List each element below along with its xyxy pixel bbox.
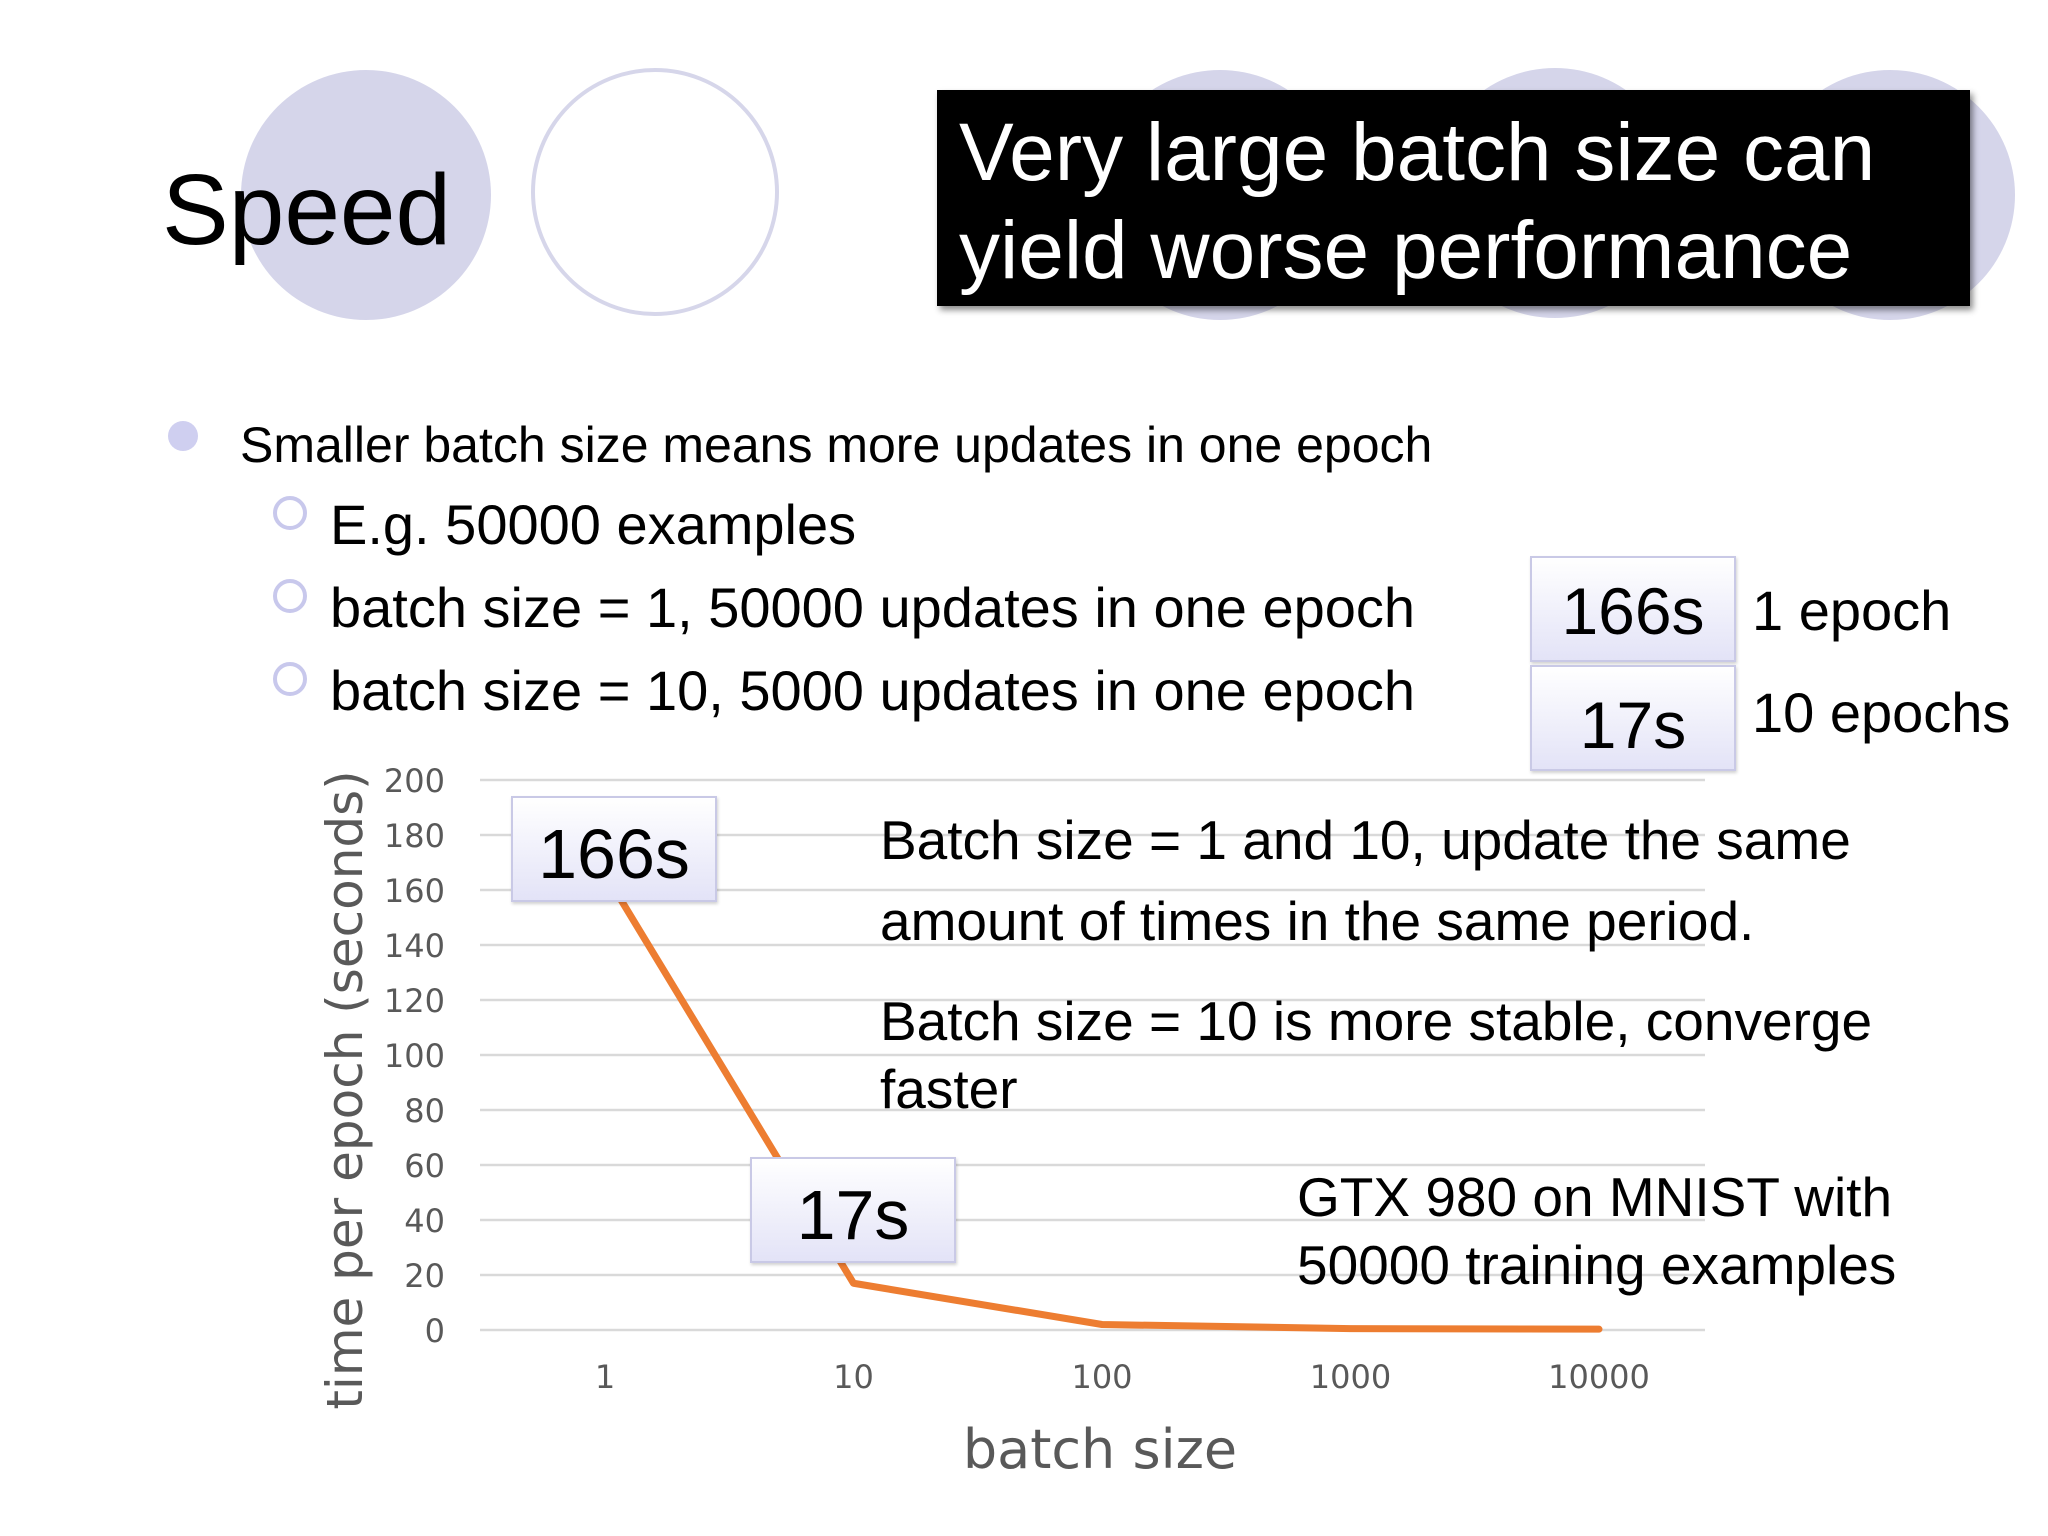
callout-line: Very large batch size can [959,107,1876,198]
y-axis-label: time per epoch (seconds) [316,770,374,1409]
x-tick-label: 1 [595,1358,615,1396]
sub-bullet-circle-icon [273,662,307,696]
annotation-setup: 50000 training examples [1297,1234,1897,1296]
annotation-same-updates: amount of times in the same period. [880,890,1755,952]
annotation-stable: faster [880,1058,1018,1120]
sub-bullet-text: E.g. 50000 examples [330,493,857,556]
decor-circle-outline [531,68,779,316]
y-tick-label: 180 [384,817,445,855]
y-tick-label: 40 [404,1202,445,1240]
decor-circle-filled [241,70,491,320]
annotation-same-updates: Batch size = 1 and 10, update the same [880,809,1851,871]
x-tick-label: 10 [833,1358,874,1396]
time-box-10-epochs: 17s [1530,665,1736,771]
callout-box: Very large batch size can yield worse pe… [937,90,1970,306]
callout-line: yield worse performance [959,205,1853,296]
slide-title: Speed [162,154,452,266]
y-tick-label: 60 [404,1147,445,1185]
sub-bullet-text: batch size = 1, 50000 updates in one epo… [330,576,1416,639]
epoch-label: 1 epoch [1752,579,1952,642]
y-tick-label: 100 [384,1037,445,1075]
x-tick-label: 1000 [1310,1358,1391,1396]
x-tick-label: 100 [1071,1358,1132,1396]
x-axis-label: batch size [963,1418,1237,1481]
point-label-17s: 17s [750,1157,956,1263]
annotation-stable: Batch size = 10 is more stable, converge [880,990,1873,1052]
bullet-dot-icon [168,421,198,451]
epoch-label: 10 epochs [1752,681,2011,744]
sub-bullet-circle-icon [273,496,307,530]
point-label-166s: 166s [511,796,717,902]
time-box-1-epoch: 166s [1530,556,1736,662]
y-tick-label: 20 [404,1257,445,1295]
annotation-setup: GTX 980 on MNIST with [1297,1166,1893,1228]
y-tick-label: 80 [404,1092,445,1130]
y-tick-label: 120 [384,982,445,1020]
y-tick-label: 160 [384,872,445,910]
sub-bullet-circle-icon [273,579,307,613]
bullet-main: Smaller batch size means more updates in… [240,417,1433,473]
y-tick-label: 200 [384,762,445,800]
x-tick-label: 10000 [1548,1358,1650,1396]
sub-bullet-text: batch size = 10, 5000 updates in one epo… [330,659,1416,722]
y-tick-label: 140 [384,927,445,965]
y-tick-label: 0 [425,1312,445,1350]
